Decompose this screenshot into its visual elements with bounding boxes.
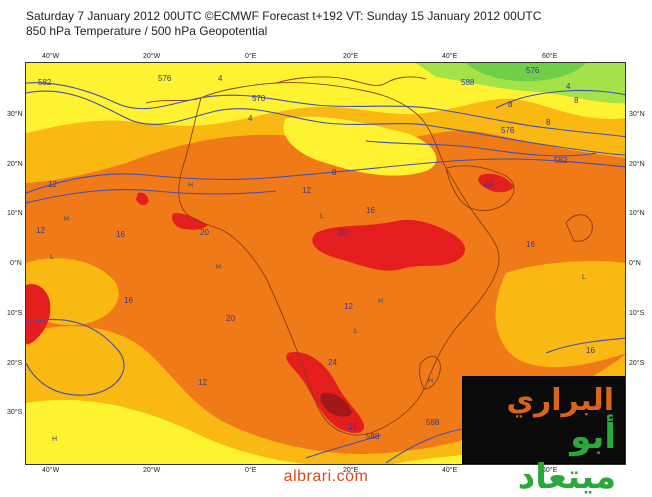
pressure-marker: H [378,298,383,305]
lon-label-bottom: 20°W [143,467,161,474]
temp-hot-atlantic [26,283,51,345]
contour-label: 20 [226,314,235,323]
lat-label-left: 20°S [7,360,23,367]
temp-hot-arabia [478,173,514,193]
contour-label: 20 [484,180,493,189]
lon-label-top: 0°E [245,53,257,60]
temp-cold-core [466,63,586,82]
lon-label-top: 20°E [343,53,359,60]
pressure-marker: L [320,213,324,220]
lat-label-right: 10°S [629,310,645,317]
contour-label: 570 [252,94,266,103]
contour-label: 16 [586,346,595,355]
contour-label: 20 [338,228,347,237]
temp-mild-east [495,261,625,368]
contour-label: 16 [526,240,535,249]
contour-label: 576 [158,74,172,83]
lon-label-bottom: 20°E [343,467,359,474]
lat-label-right: 30°N [629,111,645,118]
contour-label: 576 [501,126,515,135]
contour-label: 16 [348,422,357,431]
contour-label: 12 [302,186,311,195]
pressure-marker: L [50,254,54,261]
lat-label-left: 0°N [10,260,22,267]
lat-label-right: 0°N [629,260,641,267]
lat-label-right: 20°N [629,161,645,168]
website-watermark: albrari.com [283,468,369,485]
lat-label-right: 10°N [629,210,645,217]
map-title: Saturday 7 January 2012 00UTC ©ECMWF For… [26,9,542,23]
temp-cool-south [26,399,306,464]
pressure-marker: H [428,378,433,385]
temp-hot-kalahari [320,392,352,417]
lon-label-bottom: 40°E [442,467,458,474]
temp-hot-central [312,219,466,271]
lat-label-left: 20°N [7,161,23,168]
pressure-marker: L [354,328,358,335]
contour-label: 16 [124,296,133,305]
watermark-logo: البراري أبو ميتعاد [462,376,625,497]
contour-label: 12 [344,302,353,311]
lon-label-top: 40°W [42,53,60,60]
contour-label: 16 [116,230,125,239]
contour-label: 4 [248,114,253,123]
contour-label: 576 [526,66,540,75]
lat-label-left: 30°N [7,111,23,118]
pressure-marker: H [216,264,221,271]
contour-label: 8 [332,168,337,177]
contour-label: 588 [461,78,475,87]
contour-label: 4 [566,82,571,91]
temp-hot-west [171,213,208,230]
temp-cool-sahara [283,116,437,176]
lat-label-left: 10°S [7,310,23,317]
contour-label: 12 [36,226,45,235]
lat-label-left: 30°S [7,409,23,416]
lon-label-top: 20°W [143,53,161,60]
contour-label: 8 [574,96,579,105]
pressure-marker: H [52,436,57,443]
lat-label-left: 10°N [7,210,23,217]
lon-label-bottom: 60°E [542,467,558,474]
pressure-marker: H [64,216,69,223]
logo-text-line2: أبو ميتعاد [517,417,616,497]
lon-label-top: 40°E [442,53,458,60]
contour-label: 582 [38,78,52,87]
coastlines [145,76,593,436]
contour-label: 4 [218,74,223,83]
pressure-marker: H [188,182,193,189]
contour-label-group: 582 576 570 576 588 576 582 588 8 4 8 12… [36,66,595,441]
contour-label: 16 [366,206,375,215]
logo-text-line1: البراري [506,383,614,418]
lon-label-bottom: 40°W [42,467,60,474]
contour-label: 8 [508,100,513,109]
contour-label: 20 [200,228,209,237]
contour-label: 8 [546,118,551,127]
pressure-marker: L [582,274,586,281]
map-subtitle: 850 hPa Temperature / 500 hPa Geopotenti… [26,24,268,38]
contour-label: 582 [554,156,568,165]
temp-cold-patch [416,63,625,104]
contour-label: 12 [198,378,207,387]
lon-label-top: 60°E [542,53,558,60]
temp-hot-bits [136,192,149,206]
pressure-marker-group: H L H L H H L H H L [50,182,586,443]
contour-label: 588 [426,418,440,427]
contour-label: 588 [366,432,380,441]
lat-label-right: 20°S [629,360,645,367]
contour-label: 24 [328,358,337,367]
geopotential-lines [26,82,625,464]
lon-label-bottom: 0°E [245,467,257,474]
contour-label: 12 [48,180,57,189]
